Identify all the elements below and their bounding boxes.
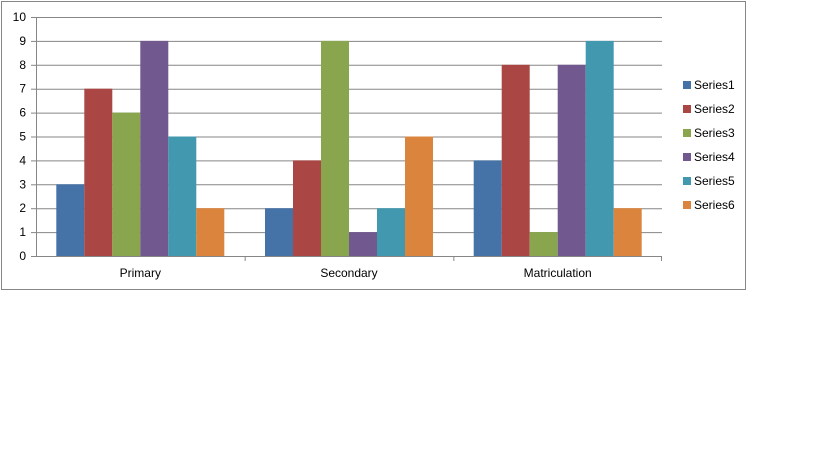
x-axis-tick-labels: Primary Secondary Matriculation <box>120 266 592 280</box>
y-tick-label: 5 <box>19 130 26 144</box>
y-tick-label: 2 <box>19 201 26 215</box>
bar-series6-primary <box>196 208 225 256</box>
legend-label: Series3 <box>694 126 735 140</box>
bar-series1-matriculation <box>473 160 502 256</box>
legend-swatch-series1 <box>683 81 691 89</box>
legend-label: Series6 <box>694 198 735 212</box>
y-tick-label: 3 <box>19 177 26 191</box>
bar-series4-matriculation <box>557 64 586 256</box>
y-tick-label: 6 <box>19 106 26 120</box>
y-tick-label: 8 <box>19 58 26 72</box>
bar-series6-matriculation <box>613 208 642 256</box>
legend-swatch-series6 <box>683 201 691 209</box>
legend-label: Series2 <box>694 102 735 116</box>
bar-series1-secondary <box>265 208 293 256</box>
bar-series3-primary <box>112 112 141 256</box>
bar-series2-matriculation <box>501 64 530 256</box>
bar-series1-primary <box>56 184 85 256</box>
bar-series4-secondary <box>349 232 377 256</box>
bar-series5-matriculation <box>585 40 614 257</box>
bar-series5-secondary <box>377 208 405 256</box>
bar-series6-secondary <box>405 136 433 256</box>
y-tick-label: 7 <box>19 82 26 96</box>
bars <box>56 40 642 257</box>
legend-label: Series1 <box>694 78 735 92</box>
bar-series5-primary <box>168 136 197 256</box>
legend-swatch-series5 <box>683 177 691 185</box>
legend: Series1 Series2 Series3 Series4 Series5 Serie… <box>683 78 735 212</box>
bar-series2-secondary <box>293 160 321 256</box>
axes <box>31 17 662 261</box>
legend-swatch-series4 <box>683 153 691 161</box>
y-tick-label: 10 <box>13 10 27 24</box>
y-tick-label: 0 <box>19 249 26 263</box>
bar-series4-primary <box>140 40 169 257</box>
chart-area: 0 1 2 3 4 5 6 7 8 9 10 Primary Secondary Matriculati… <box>1 1 746 290</box>
y-axis-tick-labels: 0 1 2 3 4 5 6 7 8 9 10 <box>13 10 27 263</box>
legend-label: Series4 <box>694 150 735 164</box>
y-tick-label: 4 <box>19 153 26 167</box>
bar-series3-secondary <box>321 40 349 257</box>
bar-series3-matriculation <box>529 232 558 256</box>
legend-label: Series5 <box>694 174 735 188</box>
y-tick-label: 9 <box>19 34 26 48</box>
bar-series2-primary <box>84 88 113 256</box>
x-tick-label: Primary <box>120 266 161 280</box>
x-tick-label: Matriculation <box>524 266 592 280</box>
legend-swatch-series2 <box>683 105 691 113</box>
bar-chart: 0 1 2 3 4 5 6 7 8 9 10 Primary Secondary Matriculati… <box>13 10 735 280</box>
y-tick-label: 1 <box>19 225 26 239</box>
x-tick-label: Secondary <box>320 266 377 280</box>
legend-swatch-series3 <box>683 129 691 137</box>
